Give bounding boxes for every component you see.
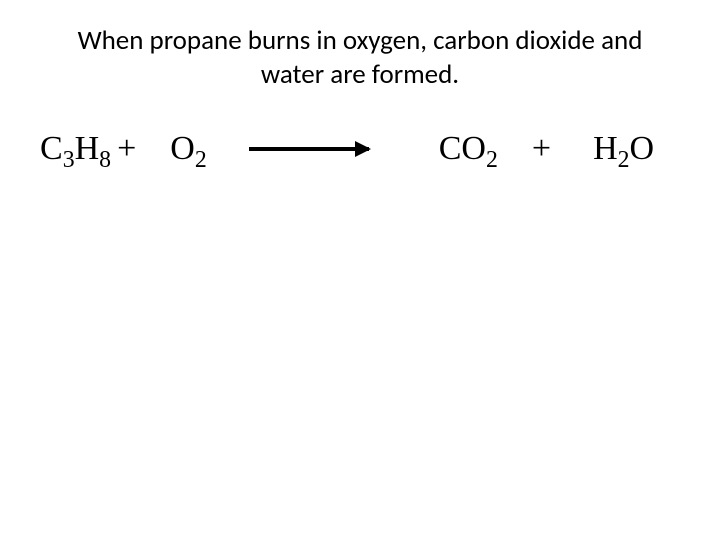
el-c: C (40, 130, 63, 167)
reaction-arrow-icon (249, 147, 369, 151)
sentence-text: When propane burns in oxygen, carbon dio… (78, 24, 643, 91)
reactants: C3H8 + O2 (40, 130, 207, 168)
reactant-propane: C3H8 (40, 130, 111, 168)
sub-2b: 2 (486, 147, 498, 173)
el-h: H (75, 130, 100, 167)
sub-3: 3 (63, 147, 75, 173)
el-o2: O (461, 130, 486, 167)
product-co2: CO2 (439, 130, 498, 168)
plus-2: + (526, 130, 557, 168)
el-o: O (170, 130, 195, 167)
el-c2: C (439, 130, 462, 167)
plus-1: + (111, 130, 142, 168)
chemical-equation: C3H8 + O2 CO2 + H2O (40, 130, 680, 168)
sub-2: 2 (195, 147, 207, 173)
el-h2: H (593, 130, 618, 167)
description-sentence: When propane burns in oxygen, carbon dio… (50, 24, 670, 92)
sub-2c: 2 (618, 147, 630, 173)
product-h2o: H2O (593, 130, 654, 168)
el-o3: O (630, 130, 655, 167)
reactant-oxygen: O2 (170, 130, 206, 168)
sub-8: 8 (99, 147, 111, 173)
products: CO2 + H2O (439, 130, 654, 168)
